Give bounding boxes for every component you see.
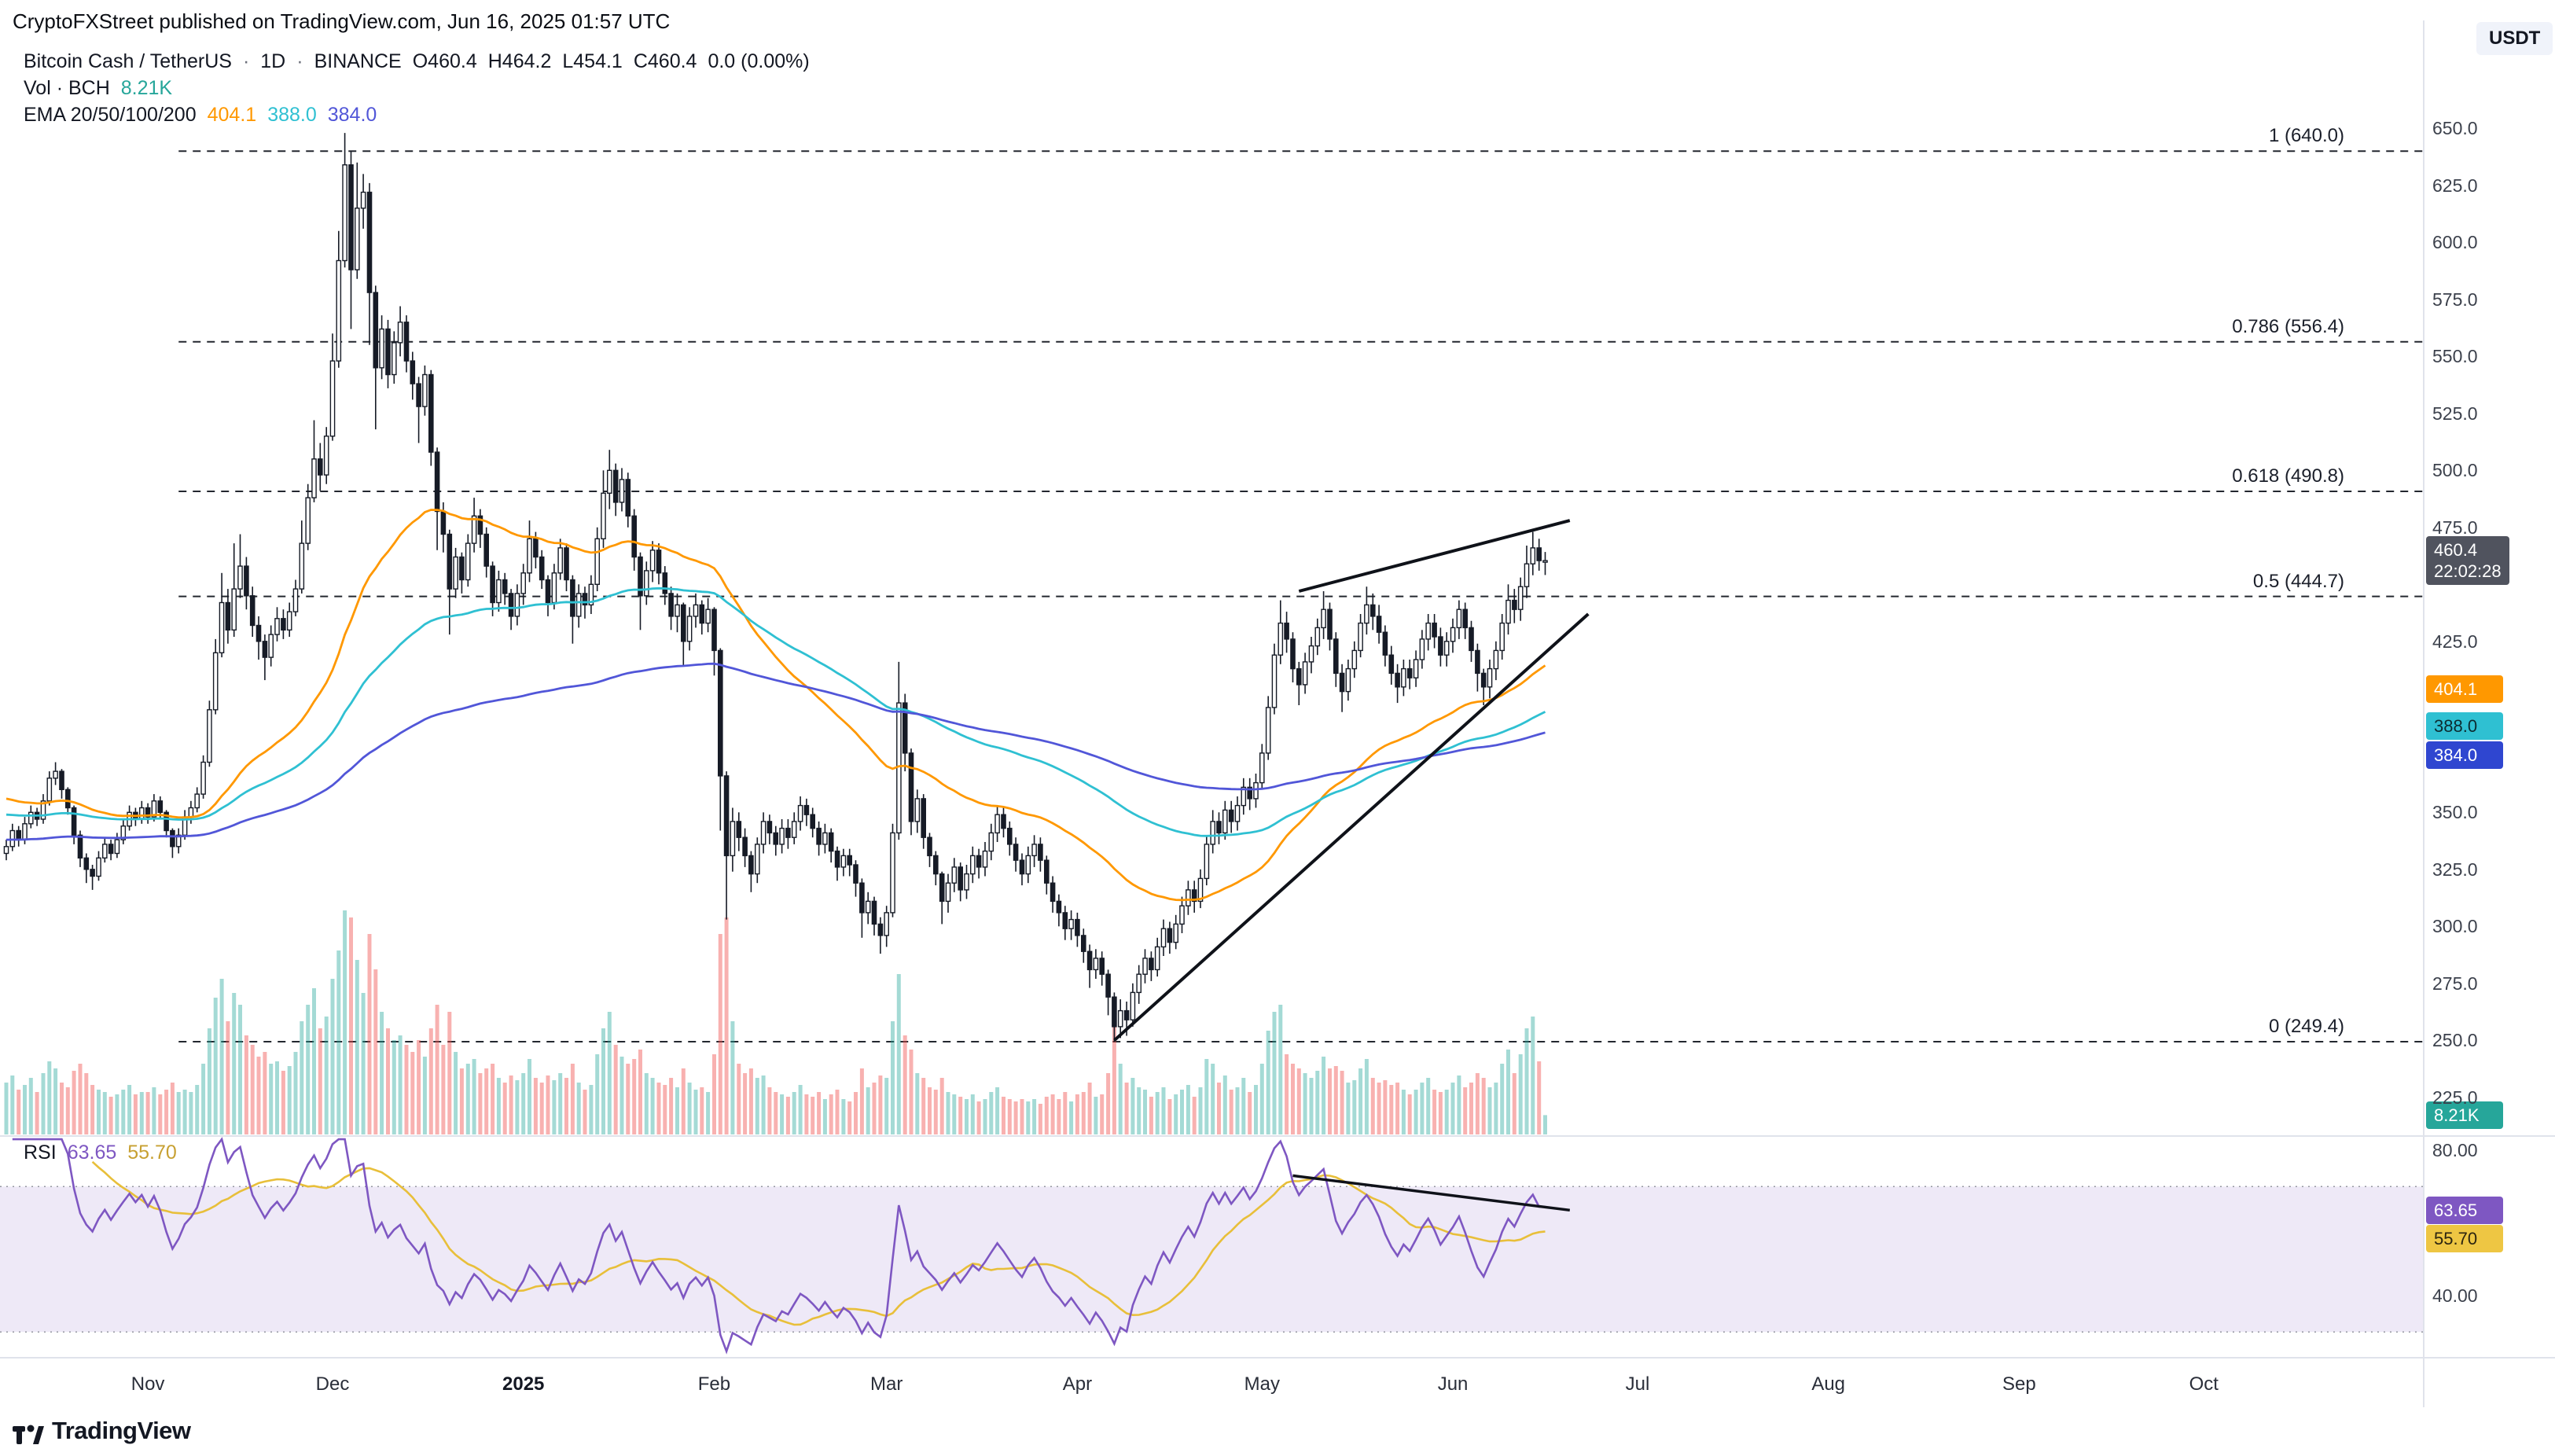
ema-legend: EMA 20/50/100/200 404.1 388.0 384.0 <box>24 104 377 127</box>
rsi-legend: RSI 63.65 55.70 <box>24 1142 177 1164</box>
price-tick-label: 575.0 <box>2432 289 2478 310</box>
ema-lines <box>6 509 1546 902</box>
ema50-value: 404.1 <box>207 104 257 126</box>
rsi-lines <box>12 1137 1571 1355</box>
ema100-value: 388.0 <box>267 104 317 126</box>
rsi-ma-value: 55.70 <box>127 1142 177 1164</box>
fib-level-label: 0 (249.4) <box>2268 1016 2344 1038</box>
volume-legend: Vol · BCH 8.21K <box>24 77 172 100</box>
price-tick-label: 300.0 <box>2432 916 2478 937</box>
rsi-tick-label: 40.00 <box>2432 1285 2478 1306</box>
separator: · <box>242 50 250 72</box>
attribution-text: CryptoFXStreet published on TradingView.… <box>13 9 671 33</box>
symbol-legend: Bitcoin Cash / TetherUS · 1D · BINANCE O… <box>24 50 810 73</box>
time-axis-label: Nov <box>131 1373 165 1395</box>
ema50-badge: 404.1 <box>2426 675 2503 704</box>
tradingview-logo-icon <box>13 1425 44 1444</box>
bar-countdown: 22:02:28 <box>2434 561 2502 582</box>
time-axis-label: May <box>1244 1373 1280 1395</box>
trendlines <box>1113 519 1590 1042</box>
rsi-badge: 63.65 <box>2426 1196 2503 1224</box>
rsi-label: RSI <box>24 1142 57 1164</box>
time-axis-label: Apr <box>1062 1373 1093 1395</box>
time-axis-label: Mar <box>870 1373 903 1395</box>
time-axis-label: Sep <box>2002 1373 2036 1395</box>
rsi-ma-badge: 55.70 <box>2426 1225 2503 1253</box>
symbol-title: Bitcoin Cash / TetherUS <box>24 50 232 72</box>
tradingview-wordmark: TradingView <box>52 1417 191 1444</box>
time-axis-label: Dec <box>315 1373 350 1395</box>
price-tick-label: 325.0 <box>2432 859 2478 880</box>
time-axis-label: Feb <box>697 1373 731 1395</box>
ema-label: EMA 20/50/100/200 <box>24 104 197 126</box>
price-tick-label: 550.0 <box>2432 346 2478 367</box>
price-tick-label: 425.0 <box>2432 631 2478 652</box>
price-tick-label: 350.0 <box>2432 802 2478 823</box>
currency-badge: USDT <box>2476 22 2553 55</box>
time-axis-label: Aug <box>1811 1373 1846 1395</box>
ema100-badge: 388.0 <box>2426 712 2503 741</box>
symbol-interval: 1D <box>260 50 286 72</box>
fib-level-label: 1 (640.0) <box>2268 125 2344 147</box>
price-tick-label: 650.0 <box>2432 118 2478 139</box>
tradingview-logo[interactable]: TradingView <box>13 1417 191 1445</box>
time-axis-label: Jun <box>1437 1373 1469 1395</box>
price-tick-label: 500.0 <box>2432 460 2478 481</box>
fib-level-label: 0.786 (556.4) <box>2232 315 2344 337</box>
last-price-badge: 460.4 22:02:28 <box>2426 536 2509 586</box>
ema200-value: 384.0 <box>327 104 377 126</box>
last-price-value: 460.4 <box>2434 540 2478 561</box>
time-axis-label: 2025 <box>502 1373 545 1395</box>
time-axis-label: Jul <box>1625 1373 1650 1395</box>
time-axis-label: Oct <box>2189 1373 2219 1395</box>
volume-bars <box>4 910 1547 1134</box>
price-tick-label: 625.0 <box>2432 175 2478 196</box>
fib-level-label: 0.618 (490.8) <box>2232 465 2344 487</box>
price-tick-label: 225.0 <box>2432 1086 2478 1108</box>
price-tick-label: 600.0 <box>2432 232 2478 253</box>
rsi-value: 63.65 <box>67 1142 117 1164</box>
price-tick-label: 250.0 <box>2432 1030 2478 1051</box>
ohlc-high: H464.2 <box>487 50 552 72</box>
volume-label: Vol · BCH <box>24 77 110 99</box>
rsi-tick-label: 80.00 <box>2432 1140 2478 1160</box>
price-tick-label: 525.0 <box>2432 403 2478 424</box>
ohlc-open: O460.4 <box>412 50 477 72</box>
volume-badge: 8.21K <box>2426 1101 2503 1130</box>
rsi-band <box>0 1186 2424 1333</box>
price-tick-label: 275.0 <box>2432 973 2478 994</box>
candles <box>3 133 1548 1042</box>
ohlc-change: 0.0 (0.00%) <box>708 50 810 72</box>
volume-value: 8.21K <box>120 77 173 99</box>
ohlc-low: L454.1 <box>562 50 623 72</box>
symbol-exchange: BINANCE <box>314 50 402 72</box>
fib-lines <box>178 150 2424 1043</box>
ema200-badge: 384.0 <box>2426 741 2503 770</box>
ohlc-close: C460.4 <box>633 50 697 72</box>
separator: · <box>296 50 303 72</box>
fib-level-label: 0.5 (444.7) <box>2252 570 2344 592</box>
price-tick-label: 475.0 <box>2432 517 2478 538</box>
